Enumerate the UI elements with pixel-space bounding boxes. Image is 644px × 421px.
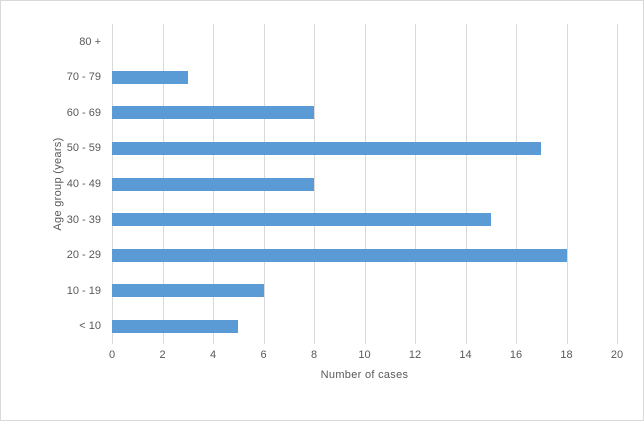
x-tick-label: 8 bbox=[310, 349, 318, 361]
gridline bbox=[415, 24, 416, 344]
x-tick-label: 4 bbox=[209, 349, 217, 361]
category-label: < 10 bbox=[79, 320, 101, 333]
x-axis-title: Number of cases bbox=[320, 369, 409, 381]
x-tick-label: 16 bbox=[509, 349, 523, 361]
y-axis-title: Age group (years) bbox=[52, 137, 64, 231]
x-tick-label: 6 bbox=[260, 349, 267, 361]
gridline bbox=[364, 24, 366, 344]
category-label: 30 - 39 bbox=[66, 213, 101, 226]
x-tick-label: 12 bbox=[408, 349, 422, 361]
category-label: 10 - 19 bbox=[66, 284, 101, 297]
bar bbox=[112, 213, 491, 227]
bar bbox=[112, 248, 567, 262]
x-tick-label: 18 bbox=[560, 349, 573, 361]
category-label: 20 - 29 bbox=[66, 249, 101, 262]
bar bbox=[112, 284, 264, 298]
bar bbox=[112, 319, 239, 333]
category-label: 70 - 79 bbox=[66, 71, 101, 84]
bar bbox=[112, 141, 542, 155]
bar bbox=[112, 177, 314, 191]
category-label: 40 - 49 bbox=[66, 178, 101, 190]
x-tick-label: 2 bbox=[159, 349, 166, 361]
gridline bbox=[566, 24, 568, 344]
category-label: 60 - 69 bbox=[66, 106, 101, 119]
bar bbox=[112, 70, 188, 84]
x-tick-label: 0 bbox=[108, 349, 116, 361]
x-tick-label: 20 bbox=[610, 349, 624, 361]
gridline bbox=[617, 24, 618, 344]
gridline bbox=[465, 24, 467, 344]
gridline bbox=[516, 24, 517, 344]
category-label: 50 - 59 bbox=[66, 142, 101, 155]
x-tick-label: 14 bbox=[459, 349, 472, 361]
x-tick-label: 10 bbox=[358, 349, 371, 361]
category-label: 80 + bbox=[79, 35, 101, 48]
plot-area bbox=[112, 24, 618, 344]
bar bbox=[112, 106, 314, 120]
gridline bbox=[314, 24, 315, 344]
